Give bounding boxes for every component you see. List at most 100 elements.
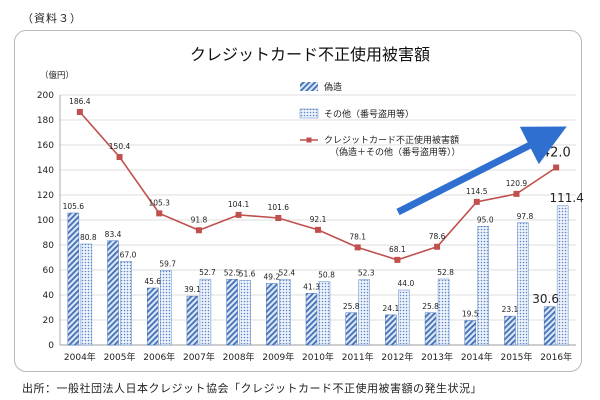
- data-label-counterfeit: 39.1: [184, 285, 201, 294]
- trend-arrow: [396, 126, 567, 216]
- data-label-other: 67.0: [120, 250, 137, 259]
- data-label-counterfeit: 41.3: [303, 282, 320, 291]
- bar-counterfeit: [504, 315, 516, 346]
- chart-title: クレジットカード不正使用被害額: [190, 45, 430, 64]
- bar-counterfeit: [226, 279, 238, 346]
- total-point: [434, 243, 441, 250]
- total-line: [76, 109, 560, 263]
- data-label-counterfeit: 25.8: [422, 302, 439, 311]
- data-label-other: 52.4: [278, 269, 295, 278]
- bar-counterfeit: [345, 312, 357, 346]
- bar-marks: [67, 205, 569, 346]
- x-tick-label: 2004年: [64, 351, 96, 363]
- data-label-counterfeit: 24.1: [383, 304, 400, 313]
- data-label-other: 52.3: [358, 269, 375, 278]
- x-tick-label: 2010年: [302, 351, 334, 363]
- x-tick-label: 2011年: [342, 351, 374, 363]
- x-tick-label: 2013年: [421, 351, 453, 363]
- total-point: [76, 109, 83, 115]
- x-tick-labels: 2004年 2005年 2006年 2007年 2008年 2009年 2010年 2011年…: [64, 351, 572, 363]
- data-label-total: 92.1: [310, 215, 327, 224]
- data-label-other: 97.8: [517, 212, 534, 221]
- total-point: [553, 164, 560, 171]
- legend-label-total-sub: （偽造＋その他（番号盗用等））: [330, 146, 461, 158]
- data-label-counterfeit: 105.6: [63, 202, 85, 211]
- data-label-counterfeit: 25.8: [343, 302, 360, 311]
- data-label-counterfeit: 45.6: [144, 277, 161, 286]
- data-label-total: 150.4: [109, 142, 131, 151]
- data-label-total: 101.6: [268, 203, 290, 212]
- data-label-other: 59.7: [159, 259, 176, 268]
- data-label-other: 50.8: [318, 271, 335, 280]
- y-tick-label: 100: [37, 216, 54, 226]
- bar-other: [80, 243, 93, 346]
- total-point: [195, 227, 202, 234]
- bar-other: [279, 279, 291, 346]
- x-tick-label: 2016年: [540, 351, 572, 363]
- total-point: [235, 211, 242, 218]
- x-tick-label: 2012年: [381, 351, 413, 363]
- total-point: [513, 190, 520, 197]
- bar-counterfeit: [305, 293, 318, 346]
- total-point: [394, 256, 401, 263]
- y-tick-label: 120: [37, 191, 54, 201]
- bar-other: [517, 222, 529, 346]
- y-tick-label: 180: [37, 116, 54, 126]
- bar-other: [318, 281, 331, 346]
- data-label-counterfeit: 30.6: [532, 292, 559, 306]
- data-label-total: 120.9: [506, 179, 528, 188]
- y-tick-label: 140: [37, 166, 54, 176]
- data-label-total: 114.5: [466, 187, 488, 196]
- bar-counterfeit: [266, 283, 278, 346]
- y-tick-label: 160: [37, 141, 54, 151]
- legend: 偽造 その他（番号盗用等） クレジットカード不正使用被害額 （偽造＋その他（番号…: [299, 81, 461, 158]
- bar-other: [199, 278, 212, 346]
- y-tick-label: 80: [43, 241, 55, 251]
- x-tick-label: 2007年: [183, 351, 215, 363]
- data-label-counterfeit: 52.5: [224, 268, 241, 277]
- total-point: [315, 226, 321, 233]
- data-label-other: 51.6: [239, 270, 256, 279]
- bar-counterfeit: [424, 312, 437, 346]
- bar-other: [477, 226, 490, 346]
- y-tick-label: 40: [43, 291, 55, 301]
- y-tick-label: 0: [48, 341, 54, 351]
- total-point: [473, 198, 480, 205]
- y-tick-label: 60: [43, 266, 55, 276]
- data-label-other: 95.0: [477, 215, 494, 224]
- data-label-total: 142.0: [534, 146, 571, 161]
- bar-counterfeit: [543, 306, 556, 346]
- legend-swatch-counterfeit: [300, 82, 318, 91]
- bar-counterfeit: [67, 212, 80, 346]
- legend-swatch-other: [299, 108, 319, 119]
- bar-counterfeit: [186, 295, 199, 346]
- data-label-total: 186.4: [69, 97, 91, 106]
- x-tick-label: 2015年: [501, 351, 533, 363]
- data-label-total: 78.1: [349, 232, 366, 241]
- grid-lines: [59, 94, 576, 346]
- document-label: （資料３）: [22, 12, 82, 25]
- bar-counterfeit: [107, 240, 119, 346]
- bar-counterfeit: [464, 320, 477, 346]
- x-tick-label: 2005年: [104, 351, 136, 363]
- data-label-total: 105.3: [148, 198, 170, 207]
- data-label-other: 52.7: [199, 268, 216, 277]
- data-label-counterfeit: 19.5: [462, 310, 479, 319]
- y-tick-label: 20: [43, 316, 55, 326]
- x-tick-label: 2009年: [262, 351, 294, 363]
- data-label-other: 52.8: [437, 268, 454, 277]
- x-tick-label: 2008年: [223, 351, 255, 363]
- y-axis-unit: （億円）: [40, 70, 74, 81]
- bar-other: [398, 289, 410, 346]
- data-label-total: 68.1: [389, 245, 406, 254]
- legend-label-counterfeit: 偽造: [324, 81, 342, 93]
- bar-other: [159, 270, 172, 346]
- y-tick-labels: 0 20 40 60 80 100 120 140 160 180 200: [37, 91, 54, 351]
- bar-other: [556, 205, 569, 346]
- data-label-other: 111.4: [549, 191, 583, 205]
- data-label-counterfeit: 49.2: [263, 273, 280, 282]
- bar-counterfeit: [385, 314, 397, 346]
- data-label-total: 104.1: [228, 200, 250, 209]
- x-tick-label: 2014年: [461, 351, 493, 363]
